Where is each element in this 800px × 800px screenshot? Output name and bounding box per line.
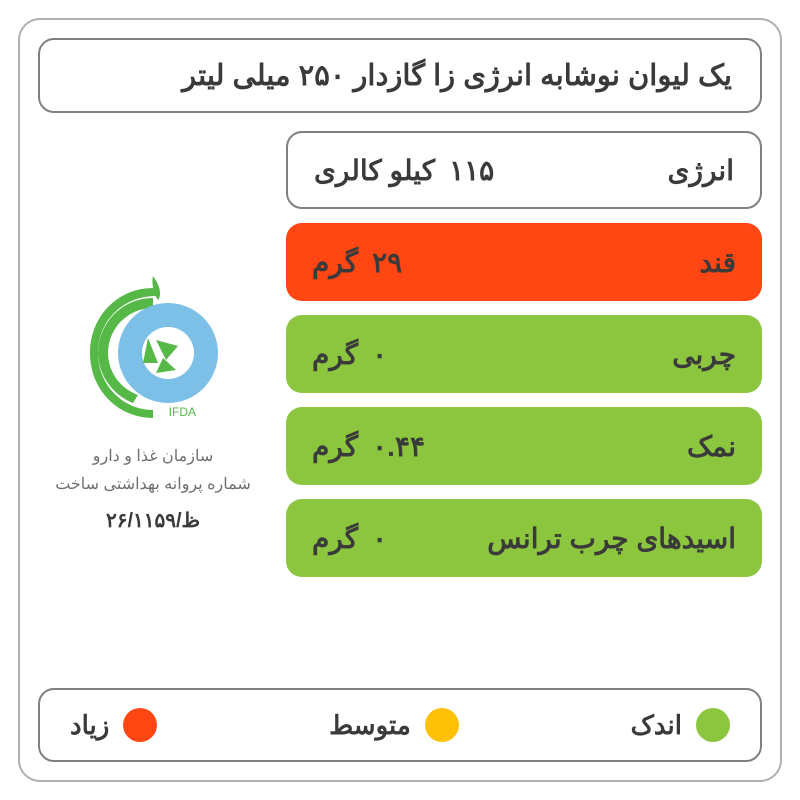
nutrient-unit: گرم [312, 338, 358, 371]
product-title-box: یک لیوان نوشابه انرژی زا گازدار ۲۵۰ میلی… [38, 38, 762, 113]
legend-low-label: اندک [631, 710, 682, 741]
middle-section: انرژی ۱۱۵ کیلو کالری قند۲۹گرمچربی۰گرمنمک… [38, 131, 762, 670]
nutrient-value: ۲۹ [372, 246, 402, 279]
legend-dot-low [696, 708, 730, 742]
nutrient-label: اسیدهای چرب ترانس [487, 522, 736, 555]
nutrient-value: ۰ [372, 522, 387, 555]
energy-row: انرژی ۱۱۵ کیلو کالری [286, 131, 762, 209]
org-panel: IFDA سازمان غذا و دارو شماره پروانه بهدا… [38, 131, 268, 670]
nutrient-value: ۰.۴۴ [372, 430, 425, 463]
nutrient-row: اسیدهای چرب ترانس ۰ گرم [286, 499, 762, 577]
legend-box: اندک متوسط زیاد [38, 688, 762, 762]
nutrient-label: قند [699, 246, 736, 279]
legend-low: اندک [631, 708, 730, 742]
logo-acronym: IFDA [169, 405, 196, 419]
org-name: سازمان غذا و دارو [93, 446, 214, 466]
energy-label: انرژی [668, 154, 734, 187]
energy-unit: کیلو کالری [314, 154, 435, 187]
legend-dot-high [123, 708, 157, 742]
legend-high: زیاد [70, 708, 157, 742]
legend-medium-label: متوسط [329, 710, 411, 741]
legend-high-label: زیاد [70, 710, 109, 741]
nutrient-row: چربی ۰ گرم [286, 315, 762, 393]
nutrient-unit: گرم [312, 522, 358, 555]
ifda-logo: IFDA [68, 268, 238, 438]
legend-dot-medium [425, 708, 459, 742]
nutrient-row: نمک ۰.۴۴ گرم [286, 407, 762, 485]
license-label: شماره پروانه بهداشتی ساخت [55, 474, 251, 494]
nutrient-unit: گرم [312, 430, 358, 463]
nutrient-value: ۰ [372, 338, 387, 371]
nutrient-rows: انرژی ۱۱۵ کیلو کالری قند۲۹گرمچربی۰گرمنمک… [286, 131, 762, 670]
product-title: یک لیوان نوشابه انرژی زا گازدار ۲۵۰ میلی… [182, 60, 732, 92]
energy-value: ۱۱۵ [449, 154, 494, 187]
nutrient-label: نمک [687, 430, 736, 463]
legend-medium: متوسط [329, 708, 459, 742]
nutrient-unit: گرم [312, 246, 358, 279]
license-number: ۲۶/ظ/۱۱۵۹ [106, 508, 200, 533]
nutrient-row: قند ۲۹ گرم [286, 223, 762, 301]
nutrition-label-card: یک لیوان نوشابه انرژی زا گازدار ۲۵۰ میلی… [18, 18, 782, 782]
nutrient-label: چربی [672, 338, 736, 371]
